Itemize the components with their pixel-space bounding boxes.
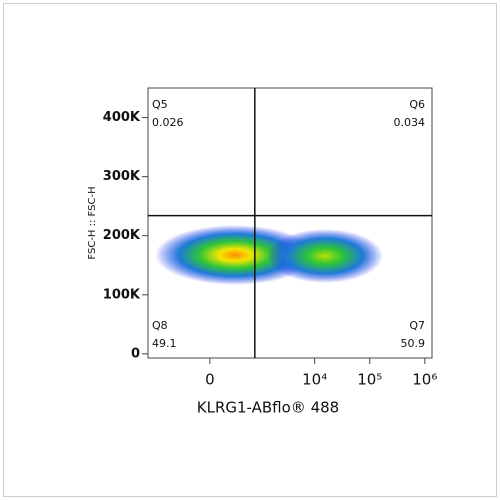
density-cloud [155, 225, 315, 285]
x-tick-label: 10⁴ [302, 371, 327, 389]
quadrant-value: 49.1 [152, 337, 177, 350]
plot-frame [147, 87, 433, 359]
density-cloud [267, 229, 383, 283]
quadrant-value: 50.9 [401, 337, 426, 350]
y-tick-label: 400K [103, 110, 141, 125]
quadrant-value: 0.026 [152, 116, 184, 129]
quadrant-name: Q5 [152, 98, 168, 111]
y-tick-label: 100K [103, 287, 141, 302]
x-tick-label: 10⁶ [412, 371, 437, 389]
y-tick-label: 200K [103, 228, 141, 243]
x-axis-label: KLRG1-ABflo® 488 [197, 399, 339, 417]
outer-frame [3, 3, 497, 497]
y-tick-label: 0 [131, 346, 140, 361]
quadrant-name: Q8 [152, 319, 168, 332]
x-tick-label: 10⁵ [357, 371, 382, 389]
x-tick-label: 0 [205, 371, 215, 389]
quadrant-value: 0.034 [394, 116, 426, 129]
y-tick-label: 300K [103, 169, 141, 184]
quadrant-name: Q7 [409, 319, 425, 332]
y-axis-label: FSC-H :: FSC-H [87, 186, 98, 259]
quadrant-name: Q6 [409, 98, 425, 111]
